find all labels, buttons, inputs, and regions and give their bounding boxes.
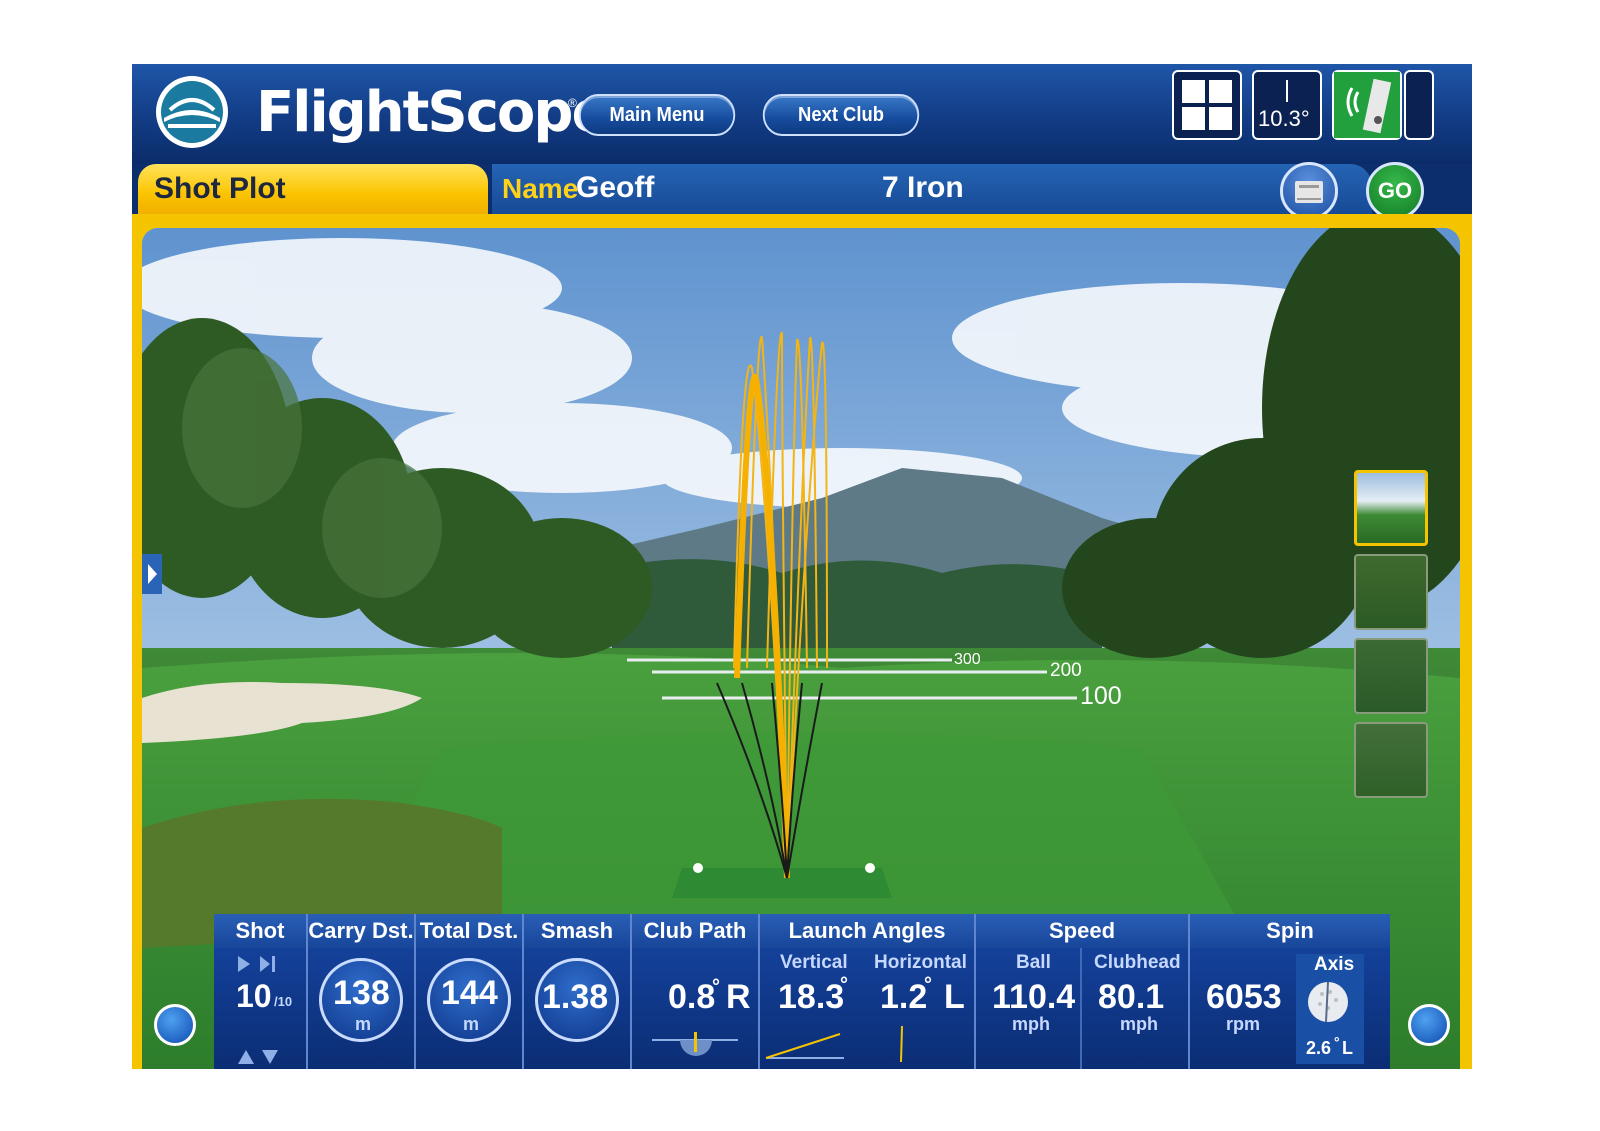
next-club-button[interactable]: Next Club: [762, 94, 920, 136]
ball-speed-unit: mph: [1012, 1014, 1050, 1034]
axis-direction: L: [1342, 1038, 1353, 1058]
carry-value: 138: [333, 974, 390, 1012]
play-controls-icon[interactable]: [232, 954, 292, 974]
carry-unit: m: [355, 1014, 372, 1034]
selected-shot-trajectory: [734, 373, 790, 879]
spin-unit: rpm: [1226, 1014, 1261, 1034]
camera-view-thumb-4[interactable]: [1354, 722, 1428, 798]
ball-speed-label: Ball: [1016, 952, 1051, 973]
total-value: 144: [441, 974, 498, 1012]
horizontal-direction: L: [944, 978, 965, 1016]
smash-value: 1.38: [542, 978, 609, 1016]
clubhead-speed-value: 80.1: [1098, 978, 1165, 1016]
angle-readout: 10.3°: [1258, 106, 1310, 131]
name-label: Name: [502, 173, 579, 204]
club-path-degree: °: [712, 976, 720, 998]
club-path-header: Club Path: [632, 914, 758, 948]
up-down-arrows-icon[interactable]: [230, 1046, 290, 1066]
total-header: Total Dst.: [416, 914, 522, 948]
clubhead-speed-label: Clubhead: [1094, 952, 1181, 973]
arrow-right-icon: [148, 564, 157, 584]
stat-carry-distance: Carry Dst. 138 m: [308, 914, 414, 1069]
camera-view-thumb-1[interactable]: [1354, 470, 1428, 546]
golf-ball-icon: [1308, 981, 1348, 1023]
marker-300: 300: [954, 651, 981, 668]
axis-label: Axis: [1314, 954, 1355, 975]
camera-view-thumb-2[interactable]: [1354, 554, 1428, 630]
sand-bunker: [142, 682, 422, 743]
flightscope-logo-icon: [156, 76, 228, 148]
shot-ground-tracks: [716, 682, 823, 879]
printer-icon: [1295, 181, 1323, 203]
registered-mark: ®: [568, 96, 577, 110]
shot-total: /10: [274, 994, 293, 1009]
bushes: [142, 798, 502, 948]
club-path-value: 0.8: [668, 978, 716, 1016]
stat-speed: Speed Ball 110.4 mph Clubhead 80.1 mph: [976, 914, 1188, 1069]
tab-shot-plot[interactable]: Shot Plot: [138, 164, 488, 214]
marker-200: 200: [1050, 660, 1082, 681]
brand-name: FlightScope: [256, 80, 609, 145]
club-path-gauge-icon: [652, 1032, 738, 1056]
shot-stats-bar: Shot 10 /10 Carry Dst. 138: [214, 914, 1390, 1069]
player-info-bar: Name Geoff 7 Iron: [492, 164, 1372, 214]
camera-view-thumb-3[interactable]: [1354, 638, 1428, 714]
angle-readout-button[interactable]: 10.3°: [1252, 70, 1322, 140]
stat-shot: Shot 10 /10: [214, 914, 306, 1069]
total-ring: [427, 958, 511, 1042]
carry-ring: [319, 958, 403, 1042]
tee-marker-left: [693, 863, 703, 873]
tab-bar: Shot Plot Name Geoff 7 Iron GO: [132, 162, 1472, 228]
flightscope-logo: FlightScope ®: [148, 72, 609, 152]
vertical-value: 18.3: [778, 978, 845, 1016]
launch-header: Launch Angles: [760, 914, 974, 948]
total-unit: m: [463, 1014, 480, 1034]
axis-degree: °: [1334, 1034, 1340, 1050]
spin-value: 6053: [1206, 978, 1282, 1016]
horizontal-degree: °: [924, 974, 932, 996]
extra-panel-button[interactable]: [1404, 70, 1434, 140]
header: FlightScope ® Main Menu Next Club 10.3°: [132, 64, 1472, 164]
next-page-button[interactable]: [1408, 1004, 1450, 1046]
radar-device-icon: [1334, 72, 1400, 138]
shot-header: Shot: [214, 914, 306, 948]
club-name[interactable]: 7 Iron: [882, 171, 964, 204]
radar-device-button[interactable]: [1332, 70, 1402, 140]
axis-value: 2.6: [1306, 1038, 1332, 1058]
flightscope-app: FlightScope ® Main Menu Next Club 10.3°: [132, 64, 1472, 1069]
layout-grid-button[interactable]: [1172, 70, 1242, 140]
horizontal-label: Horizontal: [874, 952, 967, 973]
smash-ring: [535, 958, 619, 1042]
vertical-angle-icon: [765, 1033, 844, 1059]
spin-axis-panel: Axis 2.6 ° L: [1296, 954, 1364, 1064]
stat-club-path: Club Path 0.8 ° R: [632, 914, 758, 1069]
shot-number: 10: [236, 978, 272, 1014]
vertical-degree: °: [840, 974, 848, 996]
tee-box: [672, 868, 892, 898]
carry-header: Carry Dst.: [308, 914, 414, 948]
ball-speed-value: 110.4: [992, 978, 1076, 1016]
tee-marker-right: [865, 863, 875, 873]
club-path-direction: R: [726, 978, 751, 1016]
main-menu-button[interactable]: Main Menu: [578, 94, 736, 136]
clubhead-speed-unit: mph: [1120, 1014, 1158, 1034]
player-name[interactable]: Geoff: [576, 171, 655, 204]
stat-smash: Smash 1.38: [524, 914, 630, 1069]
horizontal-value: 1.2: [880, 978, 928, 1016]
alignment-line-icon: [1286, 80, 1288, 102]
spin-header: Spin: [1190, 914, 1390, 948]
vertical-label: Vertical: [780, 952, 848, 973]
stat-total-distance: Total Dst. 144 m: [416, 914, 522, 1069]
horizontal-angle-icon: [900, 1025, 903, 1063]
print-button[interactable]: [1280, 162, 1338, 220]
marker-100: 100: [1080, 682, 1122, 710]
go-button[interactable]: GO: [1366, 162, 1424, 220]
grid-icon: [1182, 80, 1232, 130]
speed-header: Speed: [976, 914, 1188, 948]
previous-page-button[interactable]: [154, 1004, 196, 1046]
stat-launch-angles: Launch Angles Vertical 18.3 ° Horizontal…: [760, 914, 974, 1069]
stat-spin: Spin 6053 rpm Axis 2.6 °: [1190, 914, 1390, 1069]
smash-header: Smash: [524, 914, 630, 948]
